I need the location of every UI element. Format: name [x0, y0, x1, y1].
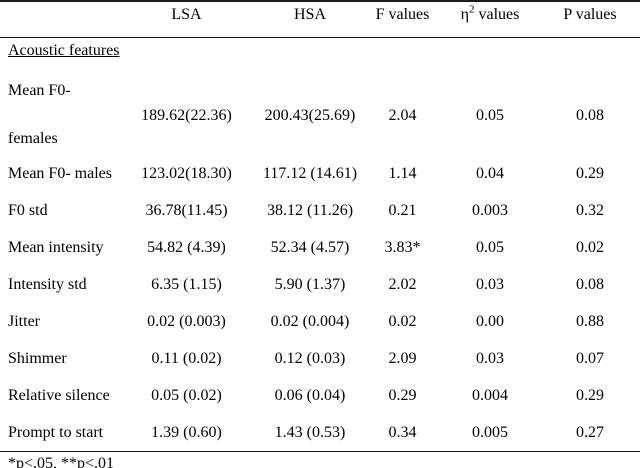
f-value: 2.02 — [388, 275, 417, 293]
hsa-value: 1.43 (0.53) — [274, 423, 346, 441]
feature-cell: Jitter — [8, 312, 40, 330]
eta-squared-value: 0.05 — [476, 107, 504, 124]
table-row: Prompt to start 1.39 (0.60) 1.43 (0.53) … — [0, 414, 640, 452]
f-value: 2.04 — [388, 107, 417, 124]
significance-footnote: *p<.05, **p<.01 — [8, 455, 115, 468]
feature-cell: Shimmer — [8, 349, 67, 367]
table-row: Relative silence 0.05 (0.02) 0.06 (0.04)… — [0, 377, 640, 414]
p-value: 0.27 — [576, 423, 604, 441]
feature-cell: Intensity std — [8, 275, 87, 293]
eta-squared-value: 0.003 — [472, 201, 508, 219]
f-value: 1.14 — [388, 164, 417, 182]
feature-label-line2: females — [8, 130, 58, 147]
f-value: 0.34 — [388, 423, 417, 441]
f-value: 0.21 — [388, 201, 417, 219]
lsa-value: 123.02(18.30) — [141, 164, 232, 182]
lsa-value: 0.02 (0.003) — [147, 312, 226, 330]
table-row: F0 std 36.78(11.45) 38.12 (11.26) 0.21 0… — [0, 192, 640, 229]
p-value: 0.02 — [576, 238, 604, 256]
hsa-value: 0.06 (0.04) — [274, 386, 346, 404]
feature-cell: Relative silence — [8, 386, 110, 404]
table-row: Mean F0- males 123.02(18.30) 117.12 (14.… — [0, 155, 640, 192]
eta-squared-value: 0.04 — [476, 164, 504, 182]
lsa-value: 0.05 (0.02) — [151, 386, 222, 404]
table-row: Mean intensity 54.82 (4.39) 52.34 (4.57)… — [0, 229, 640, 266]
feature-cell: Mean F0- males — [8, 164, 112, 182]
col-header-feature — [0, 1, 118, 38]
eta-suffix: values — [474, 6, 520, 23]
eta-squared-value: 0.005 — [472, 423, 508, 441]
section-label: Acoustic features — [8, 42, 120, 59]
table-row: Mean F0- females 189.62(22.36) 200.43(25… — [0, 77, 640, 155]
p-value: 0.29 — [576, 164, 604, 182]
hsa-value: 200.43(25.69) — [264, 107, 356, 124]
eta-squared-value: 0.03 — [476, 349, 504, 367]
eta-squared-value: 0.004 — [472, 386, 508, 404]
feature-cell: F0 std — [8, 201, 48, 219]
p-value: 0.07 — [576, 349, 604, 367]
eta-squared-value: 0.05 — [476, 238, 504, 256]
acoustic-features-table: LSA HSA F values η2 values P values Acou… — [0, 0, 640, 452]
p-value: 0.29 — [576, 386, 604, 404]
eta-superscript: 2 — [469, 3, 475, 16]
p-value: 0.08 — [576, 107, 604, 124]
f-value: 3.83* — [384, 238, 421, 256]
f-value: 2.09 — [388, 349, 417, 367]
hsa-value: 117.12 (14.61) — [262, 164, 358, 182]
p-value: 0.32 — [576, 201, 604, 219]
table-row: Shimmer 0.11 (0.02) 0.12 (0.03) 2.09 0.0… — [0, 340, 640, 377]
col-header-f-values: F values — [375, 6, 430, 23]
hsa-value: 38.12 (11.26) — [266, 201, 354, 219]
col-header-eta-squared-values: η2 values — [440, 1, 540, 38]
hsa-value: 0.12 (0.03) — [274, 349, 346, 367]
eta-squared-value: 0.00 — [476, 312, 504, 330]
p-value: 0.88 — [576, 312, 604, 330]
col-header-hsa: HSA — [293, 6, 326, 23]
feature-cell: Prompt to start — [8, 423, 104, 441]
feature-cell: Mean F0- females — [0, 77, 118, 155]
lsa-value: 36.78(11.45) — [145, 201, 228, 219]
eta-symbol: η — [460, 6, 469, 23]
lsa-value: 0.11 (0.02) — [151, 349, 222, 367]
p-value: 0.08 — [576, 275, 604, 293]
lsa-value: 6.35 (1.15) — [151, 275, 222, 293]
hsa-value: 0.02 (0.004) — [270, 312, 350, 330]
eta-squared-value: 0.03 — [476, 275, 504, 293]
table-header-row: LSA HSA F values η2 values P values — [0, 1, 640, 38]
table-row: Intensity std 6.35 (1.15) 5.90 (1.37) 2.… — [0, 266, 640, 303]
lsa-value: 54.82 (4.39) — [147, 238, 226, 256]
section-row-acoustic-features: Acoustic features — [0, 38, 640, 78]
feature-label-line1: Mean F0- — [8, 82, 71, 99]
lsa-value: 189.62(22.36) — [141, 107, 232, 124]
hsa-value: 5.90 (1.37) — [274, 275, 346, 293]
f-value: 0.29 — [388, 386, 417, 404]
f-value: 0.02 — [388, 312, 417, 330]
table-row: Jitter 0.02 (0.003) 0.02 (0.004) 0.02 0.… — [0, 303, 640, 340]
col-header-lsa: LSA — [171, 6, 202, 23]
col-header-p-values: P values — [563, 6, 617, 23]
feature-cell: Mean intensity — [8, 238, 104, 256]
lsa-value: 1.39 (0.60) — [151, 423, 222, 441]
hsa-value: 52.34 (4.57) — [270, 238, 350, 256]
